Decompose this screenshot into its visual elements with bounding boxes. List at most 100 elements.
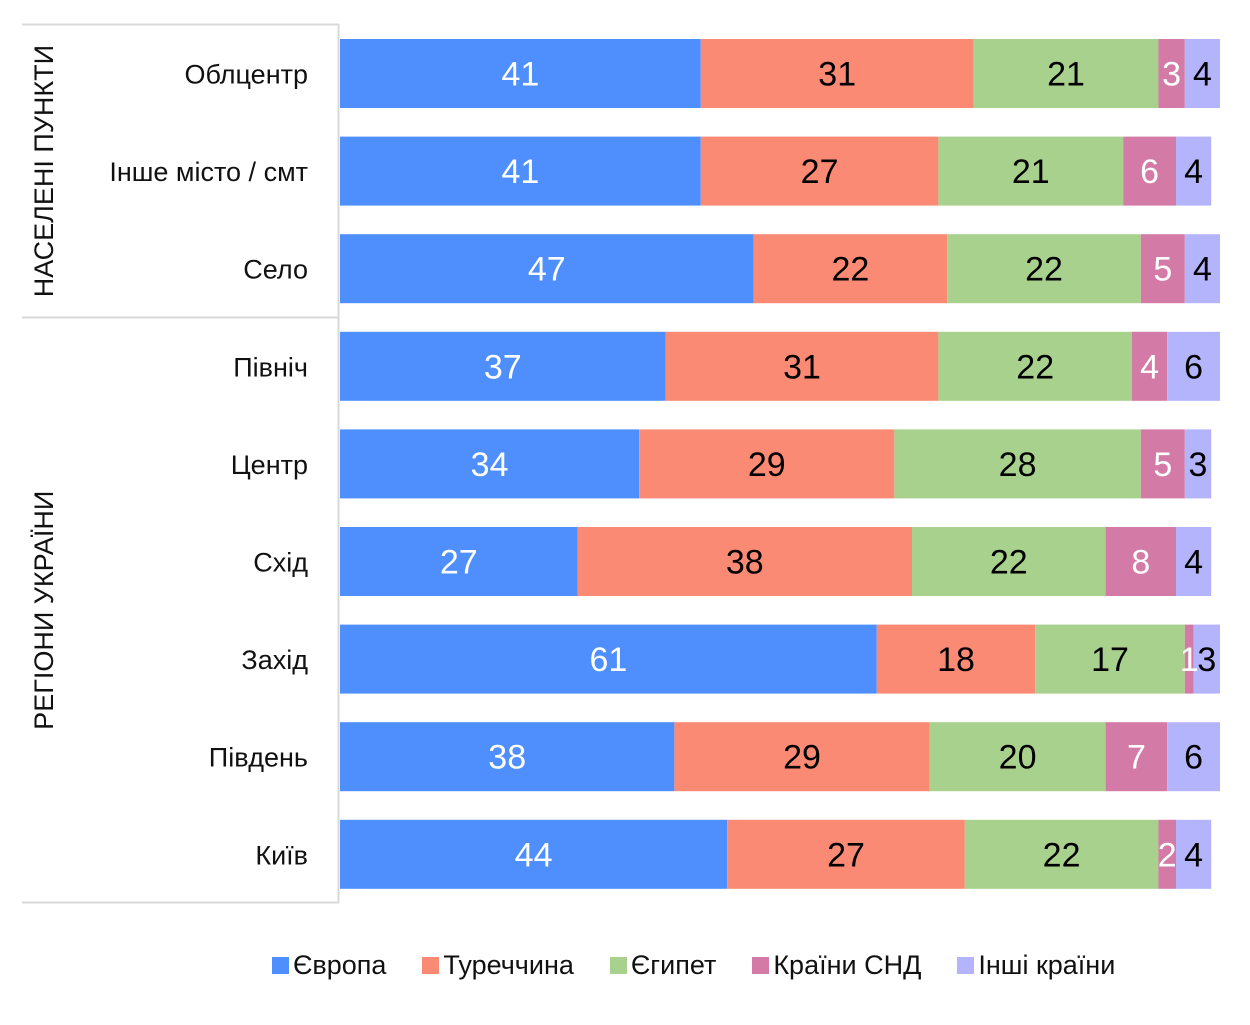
legend-label: Туреччина [443,950,574,980]
data-label: 22 [1043,836,1081,874]
data-label: 22 [1025,251,1063,289]
bar-segment [1140,234,1185,304]
bar-segment [1105,722,1168,792]
category-label: Центр [231,450,308,480]
legend-swatch [272,957,289,974]
legend: Європа Туреччина Єгипет Країни СНД Інші краї… [272,950,1151,981]
bar-segment [938,136,1124,206]
bar-segment [340,234,754,304]
category-label: Захід [241,645,308,675]
data-label: 7 [1127,739,1146,777]
data-label: 3 [1162,56,1181,94]
bar-segment [340,136,701,206]
category-label: Облцентр [185,60,308,90]
data-label: 22 [990,544,1028,582]
bar-segment [1158,39,1185,108]
data-label: 41 [501,56,539,94]
data-label: 4 [1184,544,1203,582]
data-label: 44 [515,836,553,874]
bar-segment [1184,429,1212,499]
group-label: НАСЕЛЕНІ ПУНКТИ [29,45,59,297]
bar-segment [727,819,965,889]
legend-item: Європа [272,950,386,981]
data-label: 6 [1184,348,1203,386]
data-label: 47 [528,251,566,289]
data-label: 22 [831,251,869,289]
bar-segment [340,39,701,108]
data-label: 27 [801,153,839,191]
legend-label: Європа [293,950,387,980]
bar-segment [1123,136,1176,206]
data-label: 28 [999,446,1037,484]
data-label: 3 [1189,446,1208,484]
category-label: Південь [209,743,308,773]
data-label: 6 [1140,153,1159,191]
legend-item: Єгипет [609,950,717,981]
bar-segment [1140,429,1185,499]
bar-segment [1176,527,1212,596]
bar-segment [674,722,930,792]
data-label: 17 [1091,641,1129,679]
bar-segment [639,429,895,499]
category-label: Північ [233,352,308,382]
bar-segment [340,331,666,401]
data-label: 5 [1153,446,1172,484]
data-label: 20 [999,739,1037,777]
data-label: 34 [471,446,509,484]
data-label: 27 [440,544,478,582]
bar-segment [947,234,1141,304]
data-label: 3 [1197,641,1216,679]
data-label: 21 [1012,153,1050,191]
bar-segment [1184,234,1220,304]
stacked-bar-chart: НАСЕЛЕНІ ПУНКТИ РЕГІОНИ УКРАЇНИ Облцентр І… [22,23,1220,904]
legend-item: Туреччина [422,950,574,981]
data-label: 38 [488,739,526,777]
legend-label: Єгипет [630,950,717,980]
bar-segment [894,429,1141,499]
bar-segment [876,624,1036,694]
category-label: Київ [255,840,308,870]
data-label: 22 [1016,348,1054,386]
data-label: 1 [1180,641,1199,679]
bar-segment [753,234,948,304]
bar-segment [577,527,912,596]
bar-segment [912,527,1106,596]
bar-segment [340,722,675,792]
legend-swatch [609,957,627,974]
bar-segment [964,819,1159,889]
bar-segment [1176,819,1212,889]
legend-item: Країни СНД [752,950,921,981]
data-label: 8 [1131,544,1150,582]
bar-segment [340,527,578,596]
bar-segment [1035,624,1185,694]
data-label: 4 [1184,836,1203,874]
data-label: 21 [1047,56,1085,94]
data-label: 4 [1193,251,1212,289]
data-label: 38 [726,544,764,582]
bar-segment [1184,624,1194,694]
data-label: 5 [1153,251,1172,289]
data-label: 29 [748,446,786,484]
data-label: 31 [818,56,856,94]
legend-label: Інші країни [978,950,1116,980]
data-label: 18 [937,641,975,679]
data-label: 2 [1158,836,1177,874]
bar-segment [665,331,939,401]
data-label: 4 [1140,348,1159,386]
category-frame [22,23,340,904]
bar-segment [938,331,1132,401]
bar-segment [1105,527,1176,596]
data-label: 31 [783,348,821,386]
legend-swatch [752,957,770,974]
bar-segment [1193,624,1220,694]
group-label: РЕГІОНИ УКРАЇНИ [29,491,59,730]
data-label: 61 [589,641,627,679]
bar-segment [973,39,1159,108]
bar-segment [700,39,974,108]
bar-segment [340,429,640,499]
bar-segment [1176,136,1212,206]
bar-segment [929,722,1106,792]
bar-segment [1167,722,1220,792]
data-label: 27 [827,836,865,874]
data-label: 4 [1184,153,1203,191]
